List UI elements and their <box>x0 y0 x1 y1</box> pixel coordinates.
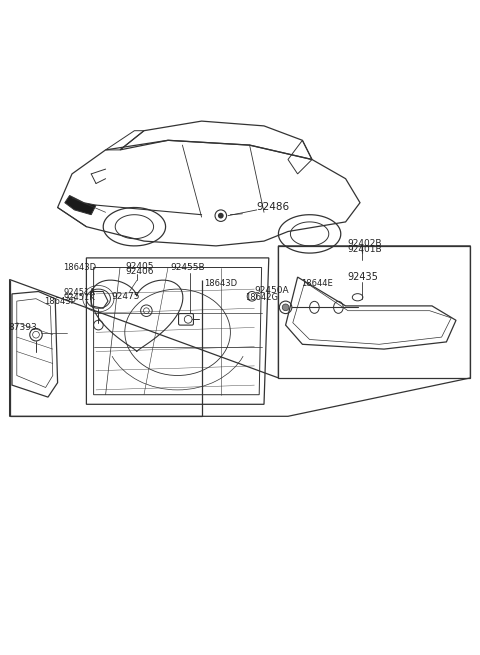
Text: 18642G: 18642G <box>245 293 278 302</box>
Text: 18643P: 18643P <box>44 297 76 306</box>
Polygon shape <box>65 195 96 215</box>
Circle shape <box>218 213 224 219</box>
Text: 92406: 92406 <box>125 267 154 276</box>
Text: 18643D: 18643D <box>204 279 238 288</box>
Text: 92402B: 92402B <box>348 239 382 248</box>
Text: 92401B: 92401B <box>348 245 382 253</box>
Text: 87393: 87393 <box>9 323 37 332</box>
Text: 92475: 92475 <box>111 291 140 301</box>
Circle shape <box>282 304 289 310</box>
Text: 92451A: 92451A <box>63 288 95 297</box>
Text: 92405: 92405 <box>125 262 154 271</box>
Text: 92435: 92435 <box>347 272 378 282</box>
Text: 92455B: 92455B <box>170 263 204 272</box>
Text: 92486: 92486 <box>257 202 290 212</box>
Text: 92450A: 92450A <box>254 286 288 295</box>
Text: 18644E: 18644E <box>301 279 333 288</box>
Text: 92451K: 92451K <box>63 293 95 302</box>
Text: 18643D: 18643D <box>62 263 96 272</box>
